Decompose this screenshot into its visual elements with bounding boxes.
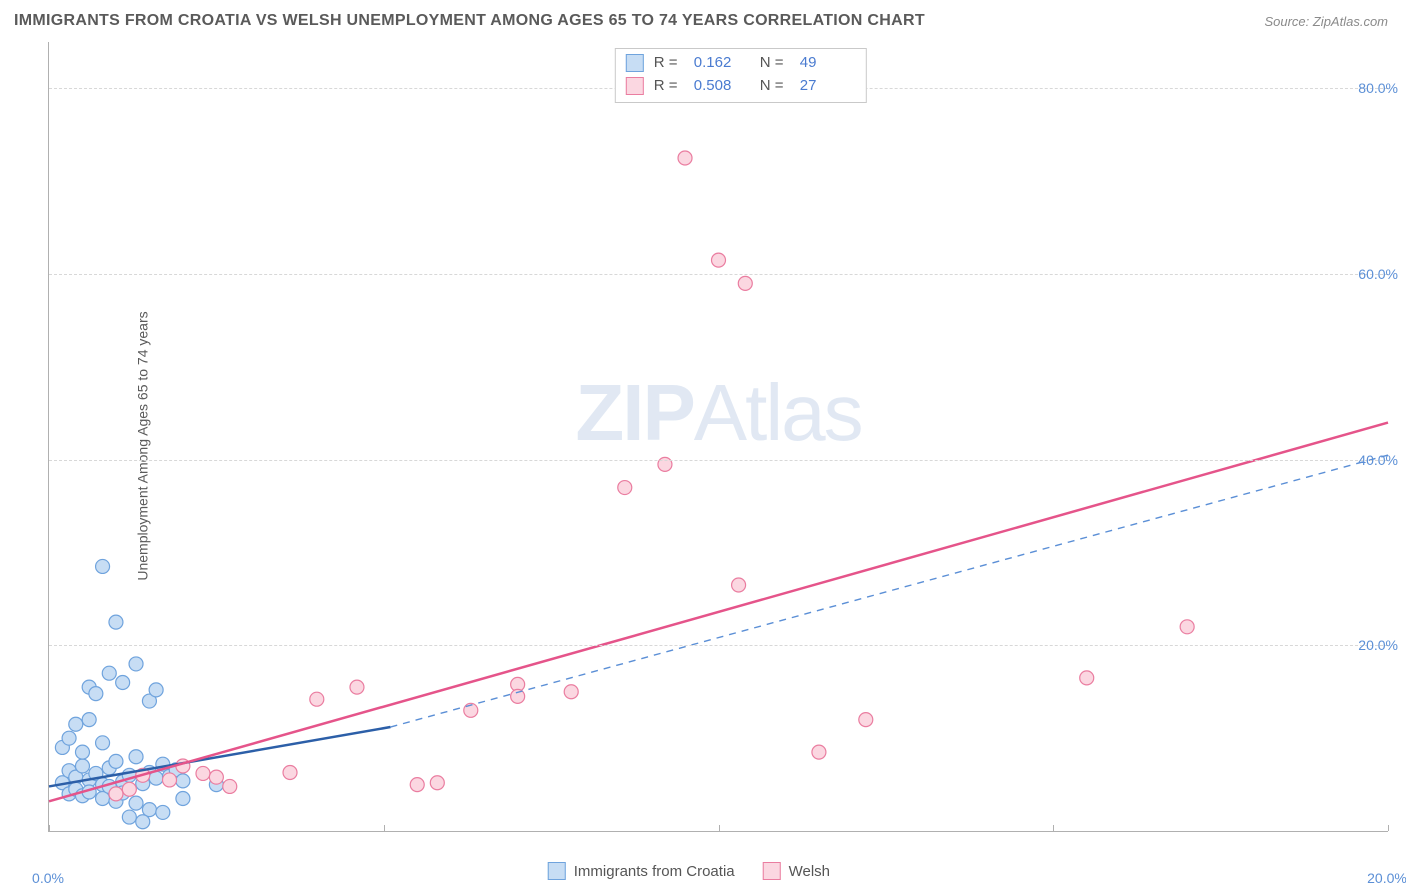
data-point xyxy=(812,745,826,759)
y-tick-label: 60.0% xyxy=(1358,266,1398,282)
data-point xyxy=(82,713,96,727)
legend-swatch-welsh-icon xyxy=(763,862,781,880)
data-point xyxy=(129,657,143,671)
data-point xyxy=(129,750,143,764)
gridline xyxy=(49,460,1388,461)
data-point xyxy=(69,717,83,731)
data-point xyxy=(176,774,190,788)
x-tick-mark xyxy=(1388,825,1389,831)
scatter-svg xyxy=(49,42,1388,831)
n-value-2: 27 xyxy=(800,75,856,98)
legend-label-welsh: Welsh xyxy=(789,863,830,880)
data-point xyxy=(732,578,746,592)
r-value-1: 0.162 xyxy=(694,52,750,75)
y-tick-label: 80.0% xyxy=(1358,80,1398,96)
data-point xyxy=(116,675,130,689)
chart-title: IMMIGRANTS FROM CROATIA VS WELSH UNEMPLO… xyxy=(14,12,925,30)
n-value-1: 49 xyxy=(800,52,856,75)
gridline xyxy=(49,645,1388,646)
plot-area: ZIPAtlas xyxy=(48,42,1388,832)
data-point xyxy=(678,151,692,165)
y-tick-label: 40.0% xyxy=(1358,452,1398,468)
data-point xyxy=(109,787,123,801)
legend-swatch-croatia-icon xyxy=(548,862,566,880)
x-tick-mark xyxy=(384,825,385,831)
x-tick-mark xyxy=(1053,825,1054,831)
data-point xyxy=(136,815,150,829)
data-point xyxy=(350,680,364,694)
legend-item-welsh: Welsh xyxy=(763,862,830,880)
data-point xyxy=(1080,671,1094,685)
series-legend: Immigrants from Croatia Welsh xyxy=(548,862,830,880)
data-point xyxy=(62,731,76,745)
trend-line xyxy=(49,423,1388,802)
data-point xyxy=(176,792,190,806)
data-point xyxy=(102,666,116,680)
x-tick-mark xyxy=(49,825,50,831)
x-tick-label: 0.0% xyxy=(32,870,64,886)
source-attrib: Source: ZipAtlas.com xyxy=(1264,14,1388,29)
r-label: R = xyxy=(654,52,684,75)
y-tick-label: 20.0% xyxy=(1358,637,1398,653)
legend-label-croatia: Immigrants from Croatia xyxy=(574,863,735,880)
data-point xyxy=(209,770,223,784)
legend-row-1: R = 0.162 N = 49 xyxy=(626,52,856,75)
data-point xyxy=(196,766,210,780)
legend-row-2: R = 0.508 N = 27 xyxy=(626,75,856,98)
data-point xyxy=(859,713,873,727)
r-value-2: 0.508 xyxy=(694,75,750,98)
r-label-2: R = xyxy=(654,75,684,98)
legend-item-croatia: Immigrants from Croatia xyxy=(548,862,735,880)
n-label: N = xyxy=(760,52,790,75)
data-point xyxy=(430,776,444,790)
data-point xyxy=(410,778,424,792)
data-point xyxy=(129,796,143,810)
data-point xyxy=(96,559,110,573)
data-point xyxy=(1180,620,1194,634)
data-point xyxy=(712,253,726,267)
data-point xyxy=(163,773,177,787)
n-label-2: N = xyxy=(760,75,790,98)
data-point xyxy=(223,779,237,793)
data-point xyxy=(310,692,324,706)
x-tick-mark xyxy=(719,825,720,831)
data-point xyxy=(122,782,136,796)
data-point xyxy=(564,685,578,699)
data-point xyxy=(75,745,89,759)
data-point xyxy=(156,805,170,819)
data-point xyxy=(109,615,123,629)
data-point xyxy=(283,766,297,780)
data-point xyxy=(738,276,752,290)
x-tick-label: 20.0% xyxy=(1367,870,1406,886)
data-point xyxy=(618,481,632,495)
data-point xyxy=(149,683,163,697)
gridline xyxy=(49,274,1388,275)
data-point xyxy=(96,736,110,750)
trend-line-dashed xyxy=(390,455,1388,727)
legend-swatch-welsh xyxy=(626,77,644,95)
correlation-legend: R = 0.162 N = 49 R = 0.508 N = 27 xyxy=(615,48,867,103)
data-point xyxy=(109,754,123,768)
data-point xyxy=(75,759,89,773)
data-point xyxy=(89,687,103,701)
data-point xyxy=(122,810,136,824)
legend-swatch-croatia xyxy=(626,54,644,72)
